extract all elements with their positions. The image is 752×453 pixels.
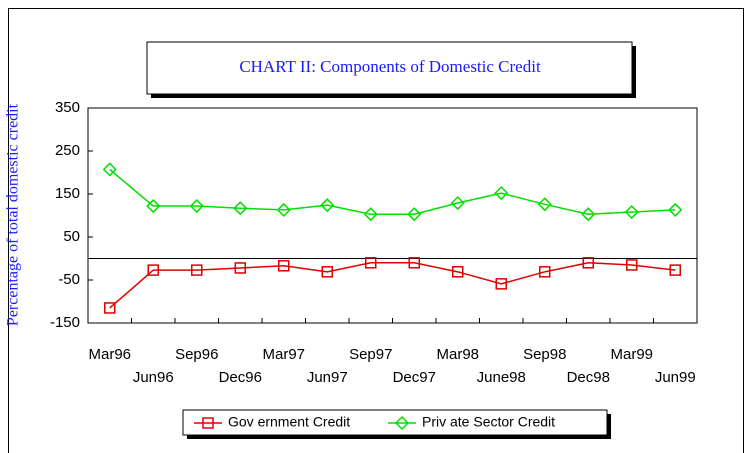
chart-title: CHART II: Components of Domestic Credit	[239, 57, 541, 76]
series-line	[109, 168, 676, 215]
data-point	[581, 207, 596, 222]
y-tick-label: 50	[63, 228, 80, 245]
data-point	[582, 257, 594, 269]
y-tick-label: -50	[58, 271, 80, 288]
x-tick-label: Sep96	[175, 346, 218, 363]
x-tick-label: June98	[477, 369, 526, 386]
x-tick-label: Jun96	[133, 369, 174, 386]
data-point	[363, 207, 378, 222]
legend-marker	[394, 415, 410, 431]
frame	[8, 8, 744, 453]
x-tick-label: Dec97	[393, 369, 436, 386]
data-point	[189, 198, 204, 214]
x-tick-label: Sep97	[349, 346, 392, 363]
data-point	[408, 257, 420, 269]
x-tick-label: Mar96	[88, 346, 131, 363]
x-tick-label: Mar97	[262, 346, 305, 363]
data-point	[495, 278, 507, 290]
data-point	[407, 207, 422, 222]
data-point	[669, 264, 681, 276]
data-point	[668, 202, 683, 217]
data-point	[146, 198, 161, 214]
data-point	[321, 266, 333, 278]
data-point	[539, 266, 551, 278]
data-point	[450, 195, 465, 211]
data-point	[191, 264, 203, 276]
x-tick-label: Sep98	[523, 346, 566, 363]
data-point	[147, 264, 159, 276]
x-tick-label: Jun99	[655, 369, 696, 386]
plot-area	[87, 107, 698, 324]
data-point	[365, 257, 377, 269]
legend-marker	[202, 417, 214, 429]
legend-label: Gov ernment Credit	[228, 414, 350, 430]
series-line	[109, 262, 676, 309]
data-point	[233, 201, 248, 216]
data-point	[102, 162, 117, 177]
data-point	[537, 197, 552, 212]
data-point	[624, 204, 639, 220]
x-tick-label: Jun97	[307, 369, 348, 386]
data-point	[234, 262, 246, 274]
data-point	[104, 302, 116, 314]
x-tick-label: Dec98	[567, 369, 610, 386]
y-axis-title: Percentage of total domestic credit	[5, 103, 22, 326]
y-tick-label: 250	[55, 142, 80, 159]
data-point	[494, 186, 509, 201]
y-tick-label: 350	[55, 99, 80, 116]
y-tick-label: -150	[50, 314, 80, 331]
y-tick-label: 150	[55, 185, 80, 202]
data-point	[626, 259, 638, 271]
legend-label: Priv ate Sector Credit	[422, 414, 555, 430]
data-point	[276, 202, 291, 217]
data-point	[278, 260, 290, 272]
title-box	[146, 41, 633, 95]
x-tick-label: Dec96	[219, 369, 262, 386]
x-tick-label: Mar99	[610, 346, 653, 363]
data-point	[452, 266, 464, 278]
x-tick-label: Mar98	[436, 346, 479, 363]
data-point	[320, 198, 335, 213]
